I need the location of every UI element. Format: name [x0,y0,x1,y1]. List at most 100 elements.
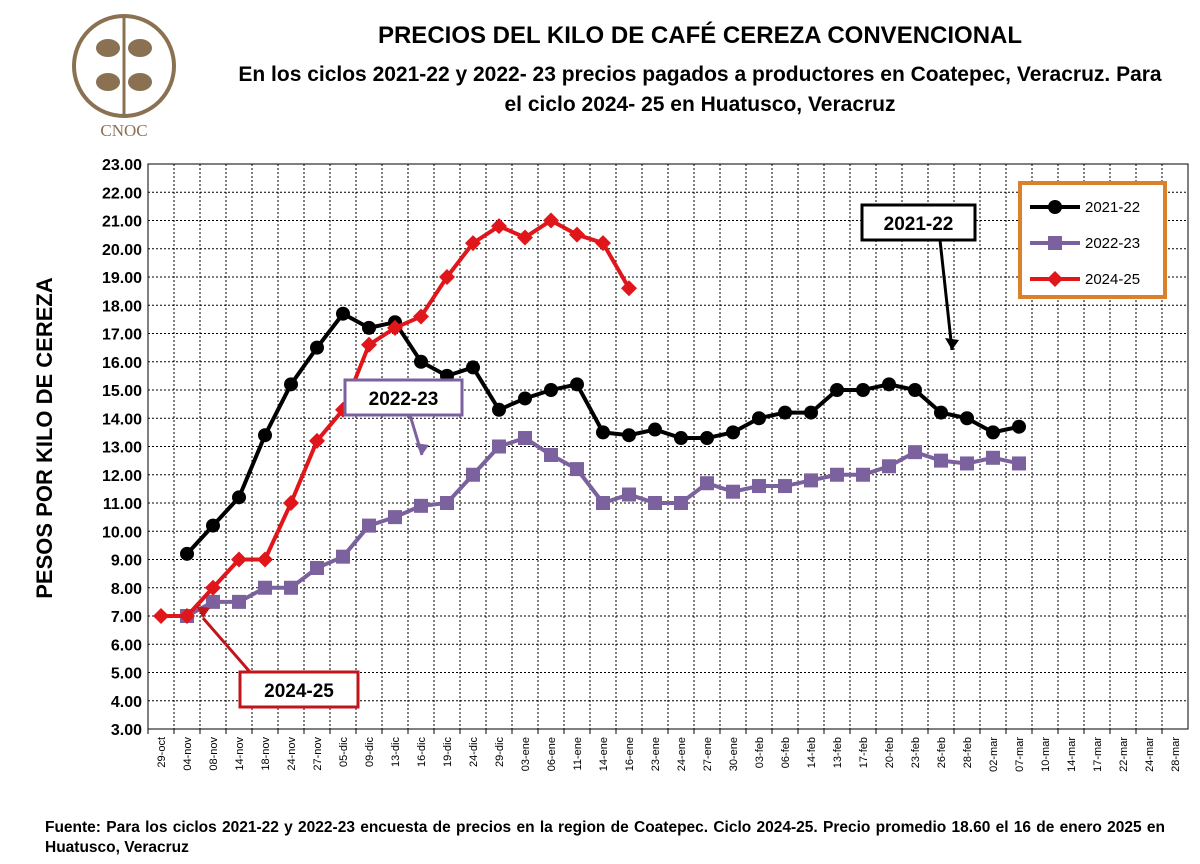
data-point-2022-23 [466,467,480,482]
arrow-head [196,606,210,618]
x-tick-label: 14-ene [598,737,610,771]
x-tick-label: 05-dic [338,737,350,767]
x-tick-label: 14-nov [234,737,246,771]
data-point-2022-23 [596,496,610,510]
data-point-2021-22 [284,377,298,392]
data-point-2022-23 [1012,456,1026,471]
data-point-2024-25 [621,280,637,297]
source-footnote: Fuente: Para los ciclos 2021-22 y 2022-2… [45,819,1165,856]
arrow-head [415,443,429,455]
x-tick-label: 10-mar [1040,737,1052,772]
y-tick-label: 11.00 [103,496,142,513]
data-point-2024-25 [543,212,559,229]
legend-marker [1048,236,1062,250]
x-tick-label: 14-feb [806,737,818,768]
x-tick-label: 26-feb [936,737,948,768]
data-point-2021-22 [414,354,428,369]
x-tick-label: 24-ene [676,737,688,771]
x-tick-label: 23-feb [910,737,922,768]
data-point-2022-23 [960,456,974,471]
data-point-2022-23 [986,450,1000,465]
y-tick-label: 21.00 [102,214,142,231]
data-point-2022-23 [232,594,246,609]
data-point-2022-23 [310,560,324,575]
data-point-2024-25 [491,218,507,235]
legend-label: 2024-25 [1085,271,1140,288]
x-tick-label: 22-mar [1118,737,1130,772]
data-point-2024-25 [283,495,299,511]
y-tick-label: 20.00 [102,242,142,259]
data-point-2022-23 [336,549,350,564]
cnoc-logo: CNOC [72,14,176,140]
data-point-2021-22 [960,411,974,426]
data-point-2022-23 [830,467,844,482]
data-point-2024-25 [231,551,247,568]
data-point-2024-25 [257,551,273,568]
data-point-2021-22 [206,518,220,533]
x-tick-label: 16-dic [416,737,428,767]
x-tick-label: 17-feb [858,737,870,768]
y-tick-label: 7.00 [111,609,142,626]
data-point-2022-23 [908,445,922,460]
y-tick-label: 10.00 [102,524,142,541]
x-tick-label: 27-ene [702,737,714,771]
data-point-2021-22 [570,377,584,392]
data-point-2021-22 [1012,419,1026,434]
data-point-2022-23 [388,510,402,525]
y-tick-label: 14.00 [102,411,142,428]
y-tick-label: 13.00 [102,440,142,457]
y-axis-label: PESOS POR KILO DE CEREZA [32,277,57,599]
x-tick-label: 03-ene [520,737,532,771]
y-tick-label: 6.00 [111,637,142,654]
data-point-2022-23 [414,498,428,513]
data-point-2021-22 [830,383,844,397]
data-point-2022-23 [778,479,792,494]
x-tick-label: 24-mar [1144,737,1156,772]
legend-marker [1047,271,1063,287]
data-point-2022-23 [674,496,688,510]
data-point-2024-25 [153,608,169,624]
x-tick-label: 04-nov [182,737,194,771]
data-point-2021-22 [622,428,636,443]
data-point-2021-22 [700,431,714,446]
data-point-2022-23 [726,484,740,499]
data-point-2021-22 [648,422,662,437]
data-point-2022-23 [570,462,584,477]
data-point-2024-25 [361,336,377,353]
x-tick-label: 11-ene [572,737,584,770]
data-point-2021-22 [882,377,896,392]
x-tick-label: 06-ene [546,737,558,771]
annotation-label: 2021-22 [884,214,954,235]
arrow-head [945,338,959,350]
data-point-2021-22 [752,411,766,426]
data-point-2022-23 [206,594,220,609]
x-tick-label: 29-oct [156,737,168,768]
y-tick-label: 19.00 [102,270,142,287]
data-point-2022-23 [622,487,636,502]
data-point-2024-25 [569,226,585,243]
x-tick-label: 20-feb [884,737,896,768]
x-tick-label: 24-dic [468,737,480,767]
y-tick-label: 16.00 [102,355,142,372]
data-point-2022-23 [492,439,506,454]
data-point-2021-22 [518,391,532,406]
data-point-2021-22 [492,402,506,417]
svg-text:CNOC: CNOC [100,121,147,140]
data-point-2022-23 [934,453,948,468]
data-point-2021-22 [596,425,610,440]
data-point-2022-23 [362,518,376,533]
x-tick-label: 14-mar [1066,737,1078,772]
chart-subtitle: En los ciclos 2021-22 y 2022- 23 precios… [238,63,1162,116]
y-tick-label: 15.00 [102,383,142,400]
data-point-2021-22 [362,320,376,335]
legend-label: 2021-22 [1085,199,1140,216]
data-point-2022-23 [752,479,766,494]
data-point-2021-22 [180,546,194,561]
annotation-label: 2024-25 [264,681,334,702]
x-tick-label: 28-mar [1170,737,1182,772]
data-point-2024-25 [465,235,481,252]
data-point-2021-22 [544,383,558,397]
data-point-2021-22 [726,425,740,440]
data-point-2022-23 [648,496,662,510]
